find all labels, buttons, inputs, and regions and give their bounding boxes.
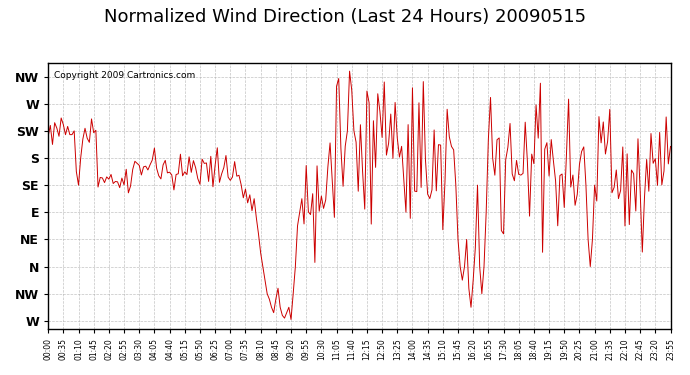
Text: Normalized Wind Direction (Last 24 Hours) 20090515: Normalized Wind Direction (Last 24 Hours… <box>104 8 586 26</box>
Text: Copyright 2009 Cartronics.com: Copyright 2009 Cartronics.com <box>55 71 196 80</box>
